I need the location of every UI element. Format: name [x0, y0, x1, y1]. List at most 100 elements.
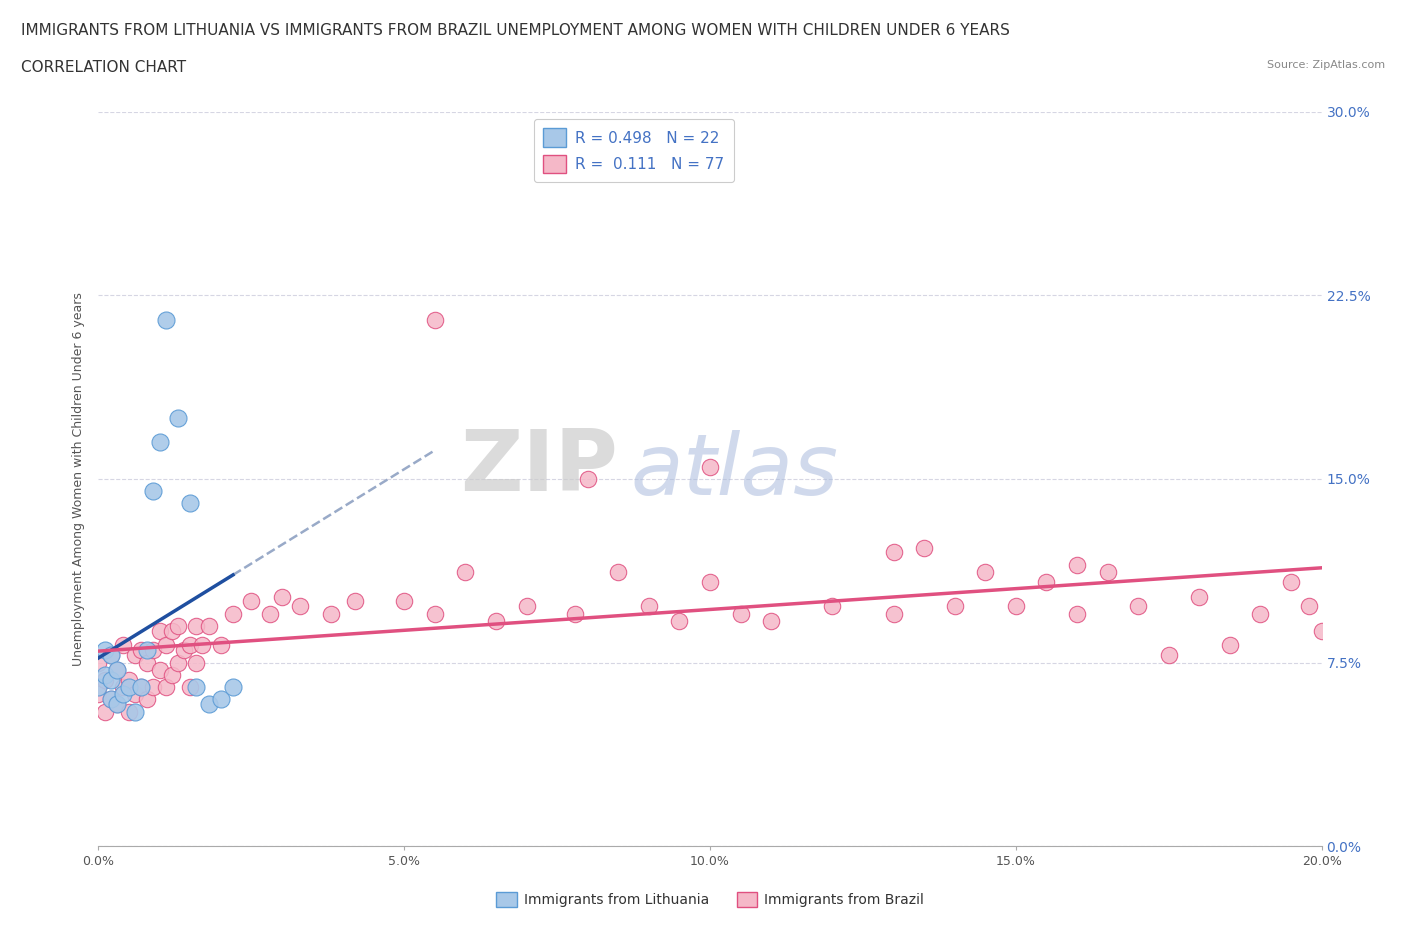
Point: [423, 606, 446, 621]
Point: [105, 662, 128, 677]
Point: [179, 638, 201, 653]
Point: [93, 672, 115, 687]
Point: [186, 656, 208, 671]
Point: [1310, 623, 1333, 638]
Point: [197, 618, 219, 633]
Point: [100, 692, 122, 707]
Point: [124, 704, 146, 719]
Point: [730, 606, 752, 621]
Y-axis label: Unemployment Among Women with Children Under 6 years: Unemployment Among Women with Children U…: [72, 292, 86, 666]
Point: [118, 704, 141, 719]
Point: [1066, 606, 1088, 621]
Point: [1298, 599, 1320, 614]
Point: [1249, 606, 1271, 621]
Legend: Immigrants from Lithuania, Immigrants from Brazil: Immigrants from Lithuania, Immigrants fr…: [491, 887, 929, 913]
Point: [883, 606, 905, 621]
Point: [149, 623, 172, 638]
Point: [149, 435, 172, 450]
Point: [637, 599, 661, 614]
Point: [179, 680, 201, 695]
Point: [912, 540, 935, 555]
Point: [155, 680, 177, 695]
Point: [191, 638, 214, 653]
Point: [344, 594, 367, 609]
Point: [974, 565, 997, 579]
Point: [111, 687, 134, 702]
Point: [111, 638, 134, 653]
Text: atlas: atlas: [630, 430, 838, 513]
Point: [129, 680, 152, 695]
Point: [111, 680, 134, 695]
Point: [179, 496, 201, 511]
Point: [197, 697, 219, 711]
Point: [222, 680, 245, 695]
Point: [167, 410, 190, 425]
Point: [186, 680, 208, 695]
Point: [155, 312, 177, 327]
Point: [118, 672, 141, 687]
Point: [93, 704, 115, 719]
Point: [155, 638, 177, 653]
Point: [100, 672, 122, 687]
Point: [1035, 575, 1057, 590]
Point: [167, 656, 190, 671]
Point: [136, 692, 159, 707]
Point: [1219, 638, 1241, 653]
Point: [149, 662, 172, 677]
Point: [173, 643, 195, 658]
Point: [209, 638, 232, 653]
Point: [87, 680, 110, 695]
Point: [87, 656, 110, 671]
Point: [142, 643, 165, 658]
Point: [136, 643, 159, 658]
Point: [129, 643, 152, 658]
Point: [259, 606, 281, 621]
Point: [1188, 589, 1211, 604]
Point: [485, 614, 508, 629]
Point: [883, 545, 905, 560]
Point: [759, 614, 782, 629]
Point: [142, 484, 165, 498]
Point: [1279, 575, 1302, 590]
Point: [319, 606, 342, 621]
Text: Source: ZipAtlas.com: Source: ZipAtlas.com: [1267, 60, 1385, 71]
Point: [124, 687, 146, 702]
Point: [454, 565, 477, 579]
Point: [222, 606, 245, 621]
Point: [129, 680, 152, 695]
Point: [576, 472, 599, 486]
Point: [100, 648, 122, 663]
Point: [668, 614, 690, 629]
Point: [564, 606, 586, 621]
Point: [423, 312, 446, 327]
Point: [516, 599, 538, 614]
Point: [105, 662, 128, 677]
Point: [105, 697, 128, 711]
Point: [87, 687, 110, 702]
Point: [607, 565, 630, 579]
Point: [240, 594, 263, 609]
Point: [1066, 557, 1088, 572]
Point: [209, 692, 232, 707]
Point: [1097, 565, 1119, 579]
Point: [943, 599, 966, 614]
Point: [136, 656, 159, 671]
Point: [392, 594, 416, 609]
Point: [1157, 648, 1180, 663]
Text: ZIP: ZIP: [461, 427, 619, 510]
Point: [167, 618, 190, 633]
Point: [124, 648, 146, 663]
Point: [118, 680, 141, 695]
Text: IMMIGRANTS FROM LITHUANIA VS IMMIGRANTS FROM BRAZIL UNEMPLOYMENT AMONG WOMEN WIT: IMMIGRANTS FROM LITHUANIA VS IMMIGRANTS …: [21, 23, 1010, 38]
Point: [186, 618, 208, 633]
Point: [821, 599, 844, 614]
Point: [100, 692, 122, 707]
Point: [100, 648, 122, 663]
Point: [290, 599, 312, 614]
Point: [160, 623, 183, 638]
Point: [1004, 599, 1026, 614]
Point: [142, 680, 165, 695]
Point: [105, 697, 128, 711]
Point: [270, 589, 292, 604]
Point: [699, 459, 721, 474]
